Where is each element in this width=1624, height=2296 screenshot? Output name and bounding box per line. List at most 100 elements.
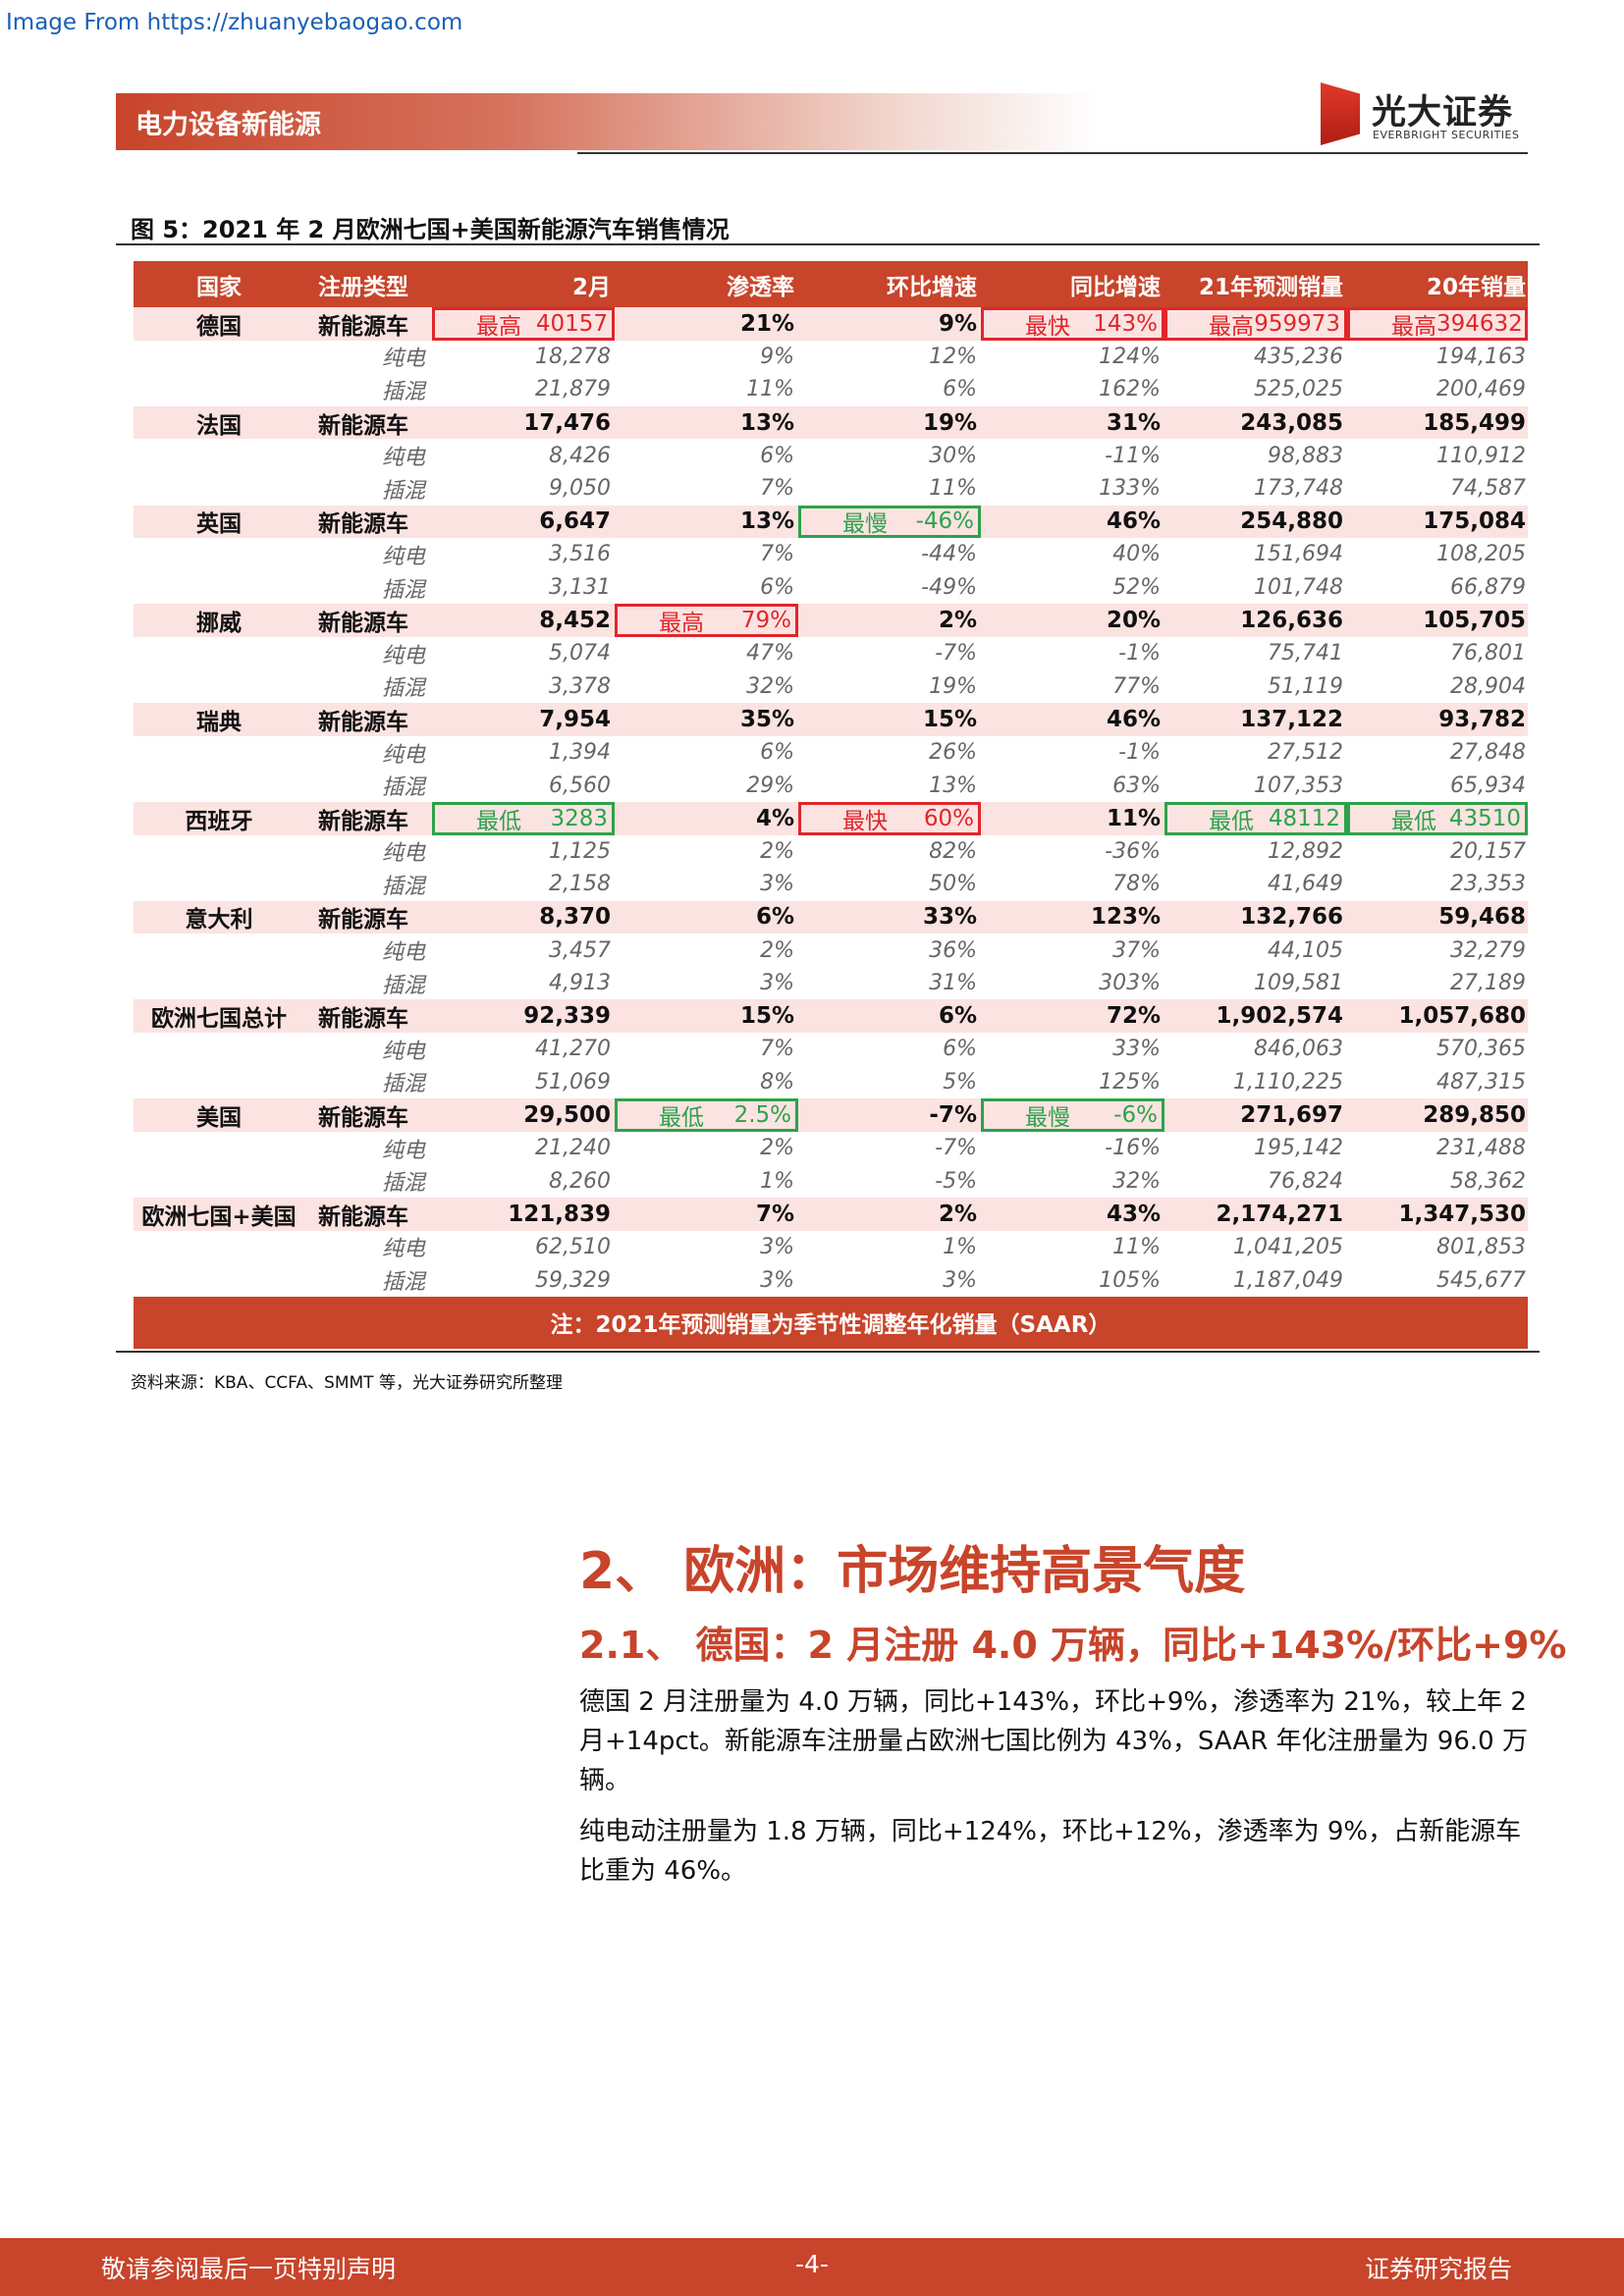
table-cell: 6,560 <box>549 773 611 798</box>
table-cell: 6% <box>760 443 794 468</box>
table-cell: 新能源车 <box>318 412 408 439</box>
highlight-tag: 最高 <box>476 313 521 340</box>
table-row: 美国 新能源车 29,500 最低 2.5% -7% 最慢 -6% 271,697 289,850 <box>134 1098 1528 1132</box>
table-cell: 3% <box>760 1267 794 1293</box>
table-cell: 32,279 <box>1450 937 1526 963</box>
table-cell: 插混 <box>381 379 425 404</box>
table-cell <box>134 373 304 406</box>
table-cell: 487,315 <box>1436 1069 1526 1095</box>
table-cell: 纯电 <box>381 940 425 966</box>
table-row: 纯电 1,125 2% 82% -36% 12,892 20,157 <box>134 834 1528 869</box>
table-cell: 29,500 <box>523 1102 611 1129</box>
table-cell: 最高 40157 <box>432 307 615 341</box>
table-cell: 美国 <box>196 1105 242 1132</box>
table-cell: 125% <box>1099 1069 1161 1095</box>
table-cell <box>134 835 304 869</box>
logo-mark-icon <box>1321 82 1360 145</box>
table-header-row: 国家 注册类型 2月 渗透率 环比增速 同比增速 21年预测销量 20年销量 <box>134 261 1528 307</box>
table-cell: 846,063 <box>1254 1037 1343 1062</box>
table-cell: 20,157 <box>1450 838 1526 864</box>
body-paragraph: 纯电动注册量为 1.8 万辆，同比+124%，环比+12%，渗透率为 9%，占新… <box>579 1817 1522 1886</box>
cell-value: 394632 <box>1436 310 1523 337</box>
table-cell: 151,694 <box>1254 542 1343 567</box>
table-cell: 3,131 <box>549 575 611 601</box>
table-cell: 21,879 <box>535 377 611 402</box>
table-cell: 1,125 <box>549 838 611 864</box>
table-cell: 2% <box>760 838 794 864</box>
table-cell: 纯电 <box>381 1138 425 1163</box>
table-row: 插混 3,378 32% 19% 77% 51,119 28,904 <box>134 669 1528 704</box>
table-cell: 新能源车 <box>318 1105 408 1132</box>
page-number: -4- <box>795 2250 829 2278</box>
table-cell: 新能源车 <box>318 1203 408 1230</box>
source-url[interactable]: Image From https://zhuanyebaogao.com <box>6 10 463 35</box>
header-section-title: 电力设备新能源 <box>135 110 321 140</box>
table-cell: 1% <box>760 1168 794 1194</box>
cell-value: 43510 <box>1448 805 1521 831</box>
table-cell: 175,084 <box>1423 508 1526 535</box>
table-cell: 231,488 <box>1436 1136 1526 1161</box>
table-cell: 1,902,574 <box>1216 1003 1344 1030</box>
table-row: 纯电 5,074 47% -7% -1% 75,741 76,801 <box>134 636 1528 670</box>
table-cell: 162% <box>1099 377 1161 402</box>
table-row: 欧洲七国总计 新能源车 92,339 15% 6% 72% 1,902,574 1,057,6… <box>134 999 1528 1034</box>
table-cell: 最高 959973 <box>1164 307 1347 341</box>
table-cell: 435,236 <box>1254 344 1343 369</box>
table-cell: 59,329 <box>535 1267 611 1293</box>
table-cell: 12,892 <box>1268 838 1343 864</box>
table-cell: 93,782 <box>1438 706 1526 732</box>
table-cell: 11% <box>929 476 977 502</box>
table-cell: 66,879 <box>1450 575 1526 601</box>
table-cell: 26% <box>929 740 977 766</box>
table-row: 纯电 62,510 3% 1% 11% 1,041,205 801,853 <box>134 1230 1528 1264</box>
table-cell <box>134 1033 304 1066</box>
table-cell: 2,174,271 <box>1216 1201 1344 1227</box>
table-cell: 124% <box>1099 344 1161 369</box>
table-cell: 27,512 <box>1268 740 1343 766</box>
table-cell: 29% <box>746 773 794 798</box>
table-cell <box>134 1263 304 1297</box>
table-row: 纯电 21,240 2% -7% -16% 195,142 231,488 <box>134 1131 1528 1165</box>
table-row: 法国 新能源车 17,476 13% 19% 31% 243,085 185,499 <box>134 405 1528 440</box>
table-cell: 最慢 -46% <box>798 505 981 539</box>
table-body: 德国 新能源车 最高 40157 21% 9% 最快 143% 最高 959973 最高 394632… <box>134 307 1528 1297</box>
table-cell: 新能源车 <box>318 907 408 934</box>
cell-value: -6% <box>1113 1102 1158 1129</box>
table-cell: 35% <box>739 706 794 732</box>
table-cell: 插混 <box>381 1270 425 1296</box>
table-cell: 1,347,530 <box>1398 1201 1527 1227</box>
table-cell: 1,041,205 <box>1233 1234 1343 1259</box>
table-row: 纯电 3,457 2% 36% 37% 44,105 32,279 <box>134 934 1528 967</box>
table-cell: 185,499 <box>1423 409 1526 436</box>
table-row: 挪威 新能源车 8,452 最高 79% 2% 20% 126,636 105,705 <box>134 604 1528 637</box>
table-cell: 挪威 <box>196 611 242 637</box>
table-cell: 纯电 <box>381 1237 425 1262</box>
table-row: 插混 6,560 29% 13% 63% 107,353 65,934 <box>134 769 1528 802</box>
table-cell <box>134 341 304 374</box>
highlight-tag: 最快 <box>842 808 888 834</box>
cell-value: -46% <box>915 508 974 535</box>
table-cell: 5,074 <box>549 641 611 667</box>
col-header: 渗透率 <box>727 274 794 300</box>
table-cell: 23,353 <box>1450 872 1526 897</box>
table-cell: 18,278 <box>535 344 611 369</box>
table-cell <box>134 769 304 802</box>
cell-value: 3283 <box>550 805 608 831</box>
col-header: 注册类型 <box>318 274 408 300</box>
table-cell: 插混 <box>381 874 425 899</box>
table-cell <box>134 1164 304 1198</box>
table-row: 插混 21,879 11% 6% 162% 525,025 200,469 <box>134 373 1528 406</box>
table-row: 插混 8,260 1% -5% 32% 76,824 58,362 <box>134 1164 1528 1199</box>
table-cell: 1,394 <box>549 740 611 766</box>
table-footnote: 注：2021年预测销量为季节性调整年化销量（SAAR） <box>134 1296 1528 1349</box>
table-cell: 82% <box>929 838 977 864</box>
table-cell: 98,883 <box>1268 443 1343 468</box>
table-cell: 插混 <box>381 478 425 504</box>
table-cell: 2,158 <box>549 872 611 897</box>
table-cell: 13% <box>929 773 977 798</box>
table-cell: 21,240 <box>535 1136 611 1161</box>
table-row: 插混 2,158 3% 50% 78% 41,649 23,353 <box>134 868 1528 901</box>
footer-bar <box>0 2238 1624 2296</box>
table-cell: 意大利 <box>185 907 253 934</box>
table-cell: 46% <box>1106 706 1161 732</box>
